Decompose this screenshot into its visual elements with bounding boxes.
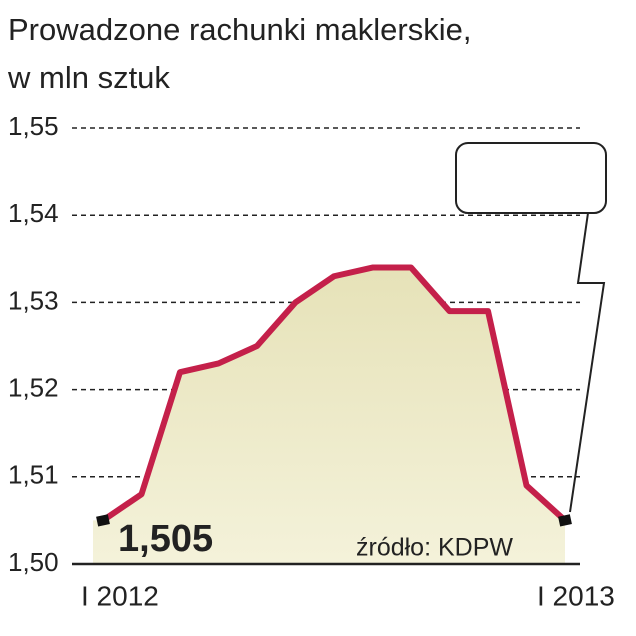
y-tick-label: 1,53 (8, 285, 59, 315)
chart-title: Prowadzone rachunki maklerskie, (8, 12, 472, 47)
area (93, 267, 565, 564)
marker (558, 514, 572, 527)
value-label: 1,505 (118, 518, 213, 560)
y-tick-label: 1,50 (8, 547, 59, 577)
marker (96, 514, 110, 527)
y-tick-label: 1,52 (8, 372, 59, 402)
y-tick-label: 1,51 (8, 460, 59, 490)
callout-box (455, 142, 607, 214)
grid: 1,50 1,51 1,52 1,53 1,54 1,55 (8, 111, 580, 577)
chart-subtitle: w mln sztuk (7, 60, 170, 95)
x-tick-label: I 2013 (537, 580, 615, 611)
source: źródło: KDPW (356, 534, 513, 562)
line (101, 264, 568, 523)
callout-pointer (569, 212, 606, 513)
y-tick-label: 1,55 (8, 111, 59, 141)
x-tick-label: I 2012 (81, 580, 159, 611)
y-tick-label: 1,54 (8, 198, 59, 228)
